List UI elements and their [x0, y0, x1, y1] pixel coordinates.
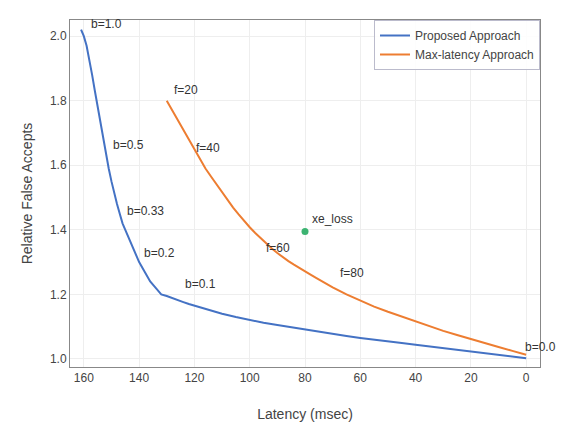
- svg-text:0: 0: [523, 371, 530, 385]
- svg-text:Relative False Accepts: Relative False Accepts: [19, 123, 35, 265]
- svg-text:b=1.0: b=1.0: [91, 17, 122, 31]
- svg-text:80: 80: [298, 371, 312, 385]
- svg-text:60: 60: [354, 371, 368, 385]
- svg-text:1.6: 1.6: [50, 158, 67, 172]
- svg-text:Proposed Approach: Proposed Approach: [415, 29, 520, 43]
- svg-text:b=0.5: b=0.5: [113, 138, 144, 152]
- svg-text:xe_loss: xe_loss: [312, 212, 353, 226]
- svg-text:40: 40: [409, 371, 423, 385]
- svg-text:140: 140: [129, 371, 149, 385]
- svg-text:f=60: f=60: [266, 241, 290, 255]
- svg-text:f=80: f=80: [340, 266, 364, 280]
- svg-text:Max-latency Approach: Max-latency Approach: [415, 48, 534, 62]
- svg-text:1.0: 1.0: [50, 352, 67, 366]
- svg-text:b=0.33: b=0.33: [127, 204, 164, 218]
- svg-text:2.0: 2.0: [50, 29, 67, 43]
- svg-text:Latency (msec): Latency (msec): [257, 406, 353, 422]
- svg-text:f=20: f=20: [174, 83, 198, 97]
- svg-text:b=0.2: b=0.2: [144, 246, 175, 260]
- svg-text:1.2: 1.2: [50, 288, 67, 302]
- svg-text:1.8: 1.8: [50, 94, 67, 108]
- svg-text:b=0.0: b=0.0: [525, 340, 556, 354]
- svg-text:20: 20: [464, 371, 478, 385]
- svg-text:1.4: 1.4: [50, 223, 67, 237]
- svg-text:b=0.1: b=0.1: [185, 277, 216, 291]
- svg-text:160: 160: [74, 371, 94, 385]
- svg-text:f=40: f=40: [196, 141, 220, 155]
- svg-text:100: 100: [240, 371, 260, 385]
- svg-text:120: 120: [184, 371, 204, 385]
